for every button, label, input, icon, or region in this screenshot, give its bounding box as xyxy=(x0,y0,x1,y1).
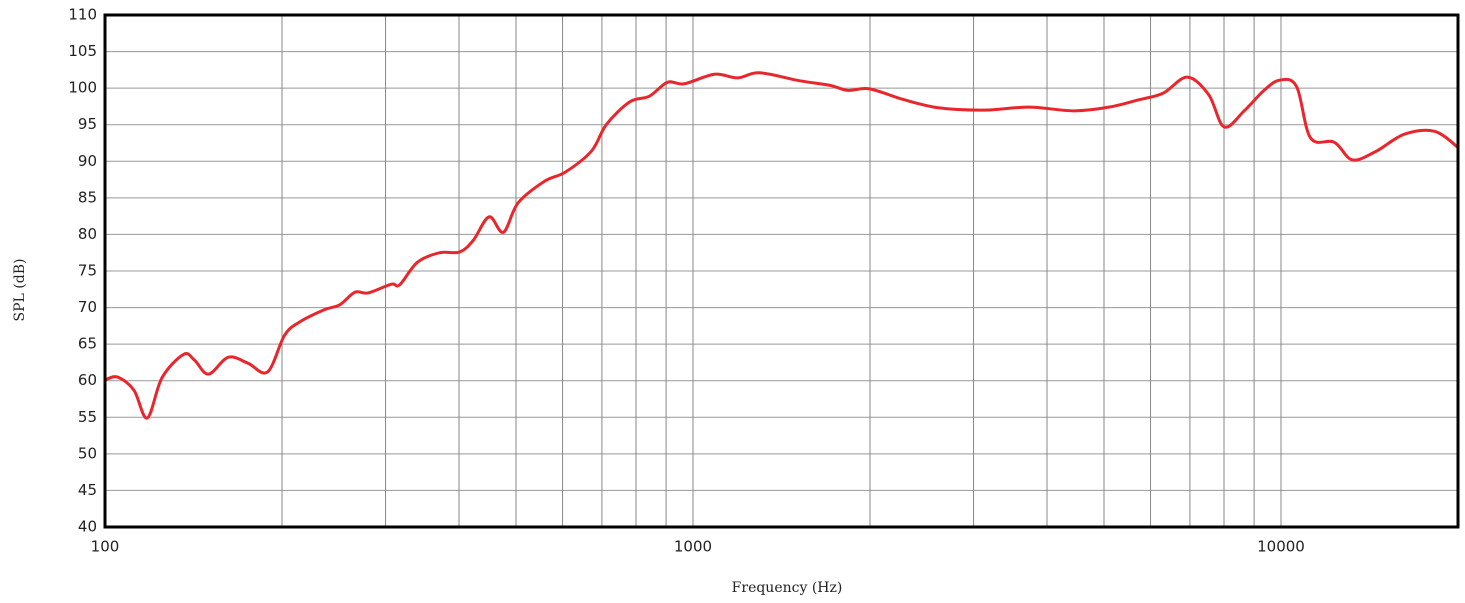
y-tick-label: 40 xyxy=(78,518,97,536)
y-axis-label: SPL (dB) xyxy=(12,259,28,322)
y-tick-label: 100 xyxy=(68,79,97,97)
y-tick-label: 80 xyxy=(78,225,97,243)
y-tick-label: 105 xyxy=(68,42,97,60)
y-tick-label: 95 xyxy=(78,115,97,133)
y-tick-label: 90 xyxy=(78,152,97,170)
y-tick-label: 45 xyxy=(78,481,97,499)
y-tick-label: 65 xyxy=(78,335,97,353)
y-tick-label: 60 xyxy=(78,371,97,389)
x-tick-label: 10000 xyxy=(1257,538,1305,556)
y-tick-label: 55 xyxy=(78,408,97,426)
plot-border xyxy=(103,13,1460,529)
y-tick-label: 50 xyxy=(78,444,97,462)
y-tick-label: 85 xyxy=(78,188,97,206)
x-tick-label: 100 xyxy=(91,538,120,556)
line xyxy=(104,71,1459,420)
x-axis-label: Frequency (Hz) xyxy=(732,580,843,596)
y-tick-label: 75 xyxy=(78,262,97,280)
y-tick-label: 70 xyxy=(78,298,97,316)
x-tick-label: 1000 xyxy=(674,538,712,556)
y-tick-label: 110 xyxy=(68,6,97,24)
